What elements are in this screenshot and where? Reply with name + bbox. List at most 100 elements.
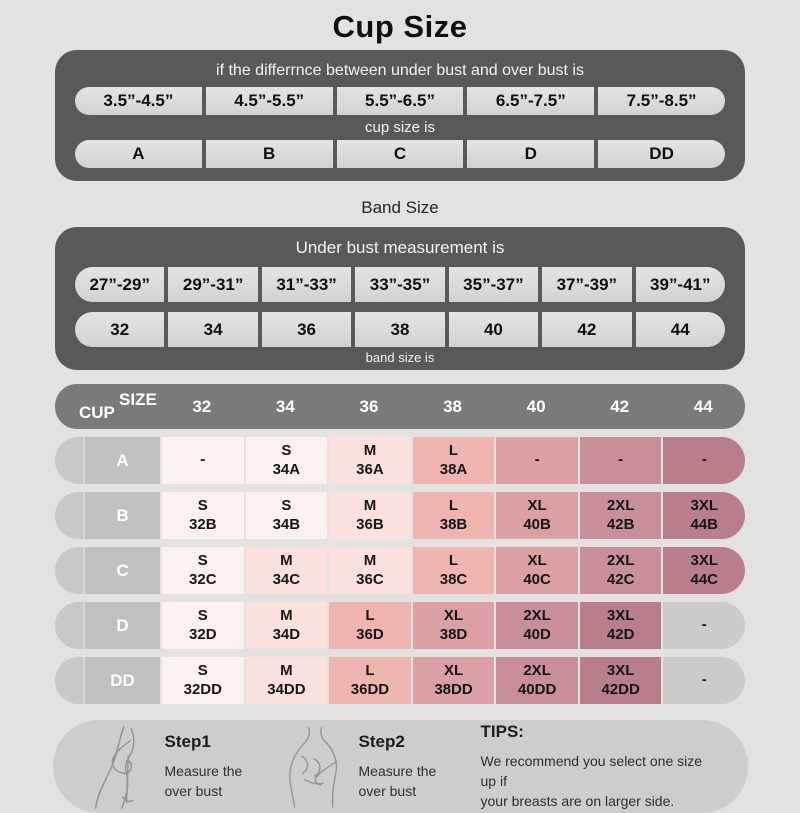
- row-cup-label: A: [83, 437, 160, 484]
- cup-diff-caption: if the differrnce between under bust and…: [216, 62, 584, 79]
- band-number-row: 32 34 36 38 40 42 44: [75, 312, 725, 347]
- step2-block: Step2 Measure the over bust: [359, 732, 463, 802]
- size-cell: 2XL 40DD: [494, 657, 578, 704]
- size-cell: -: [661, 657, 746, 704]
- row-cup-label: D: [83, 602, 160, 649]
- size-cell: 2XL 42B: [577, 492, 662, 539]
- size-cell: S 32B: [160, 492, 244, 539]
- band-caption: Under bust measurement is: [295, 238, 505, 257]
- size-pill: 40: [448, 312, 539, 347]
- size-pill: 44: [635, 312, 725, 347]
- band-range-row: 27”-29” 29”-31” 31”-33” 33”-35” 35”-37” 37”-3…: [75, 267, 725, 302]
- size-pill: A: [75, 140, 202, 168]
- size-cell: XL 40B: [494, 492, 578, 539]
- size-cell: S 34B: [243, 492, 328, 539]
- column-header: 38: [443, 396, 462, 416]
- header-columns: 32 34 36 38 40 42 44: [160, 384, 745, 429]
- cup-diff-row: 3.5”-4.5” 4.5”-5.5” 5.5”-6.5” 6.5”-7.5” 7.5”…: [75, 87, 725, 115]
- header-corner: SIZE CUP: [55, 384, 160, 429]
- size-pill: 4.5”-5.5”: [205, 87, 333, 115]
- size-cell: S 34A: [243, 437, 328, 484]
- size-cell: XL 38D: [410, 602, 495, 649]
- size-pill: 34: [168, 312, 258, 347]
- size-pill: 36: [261, 312, 352, 347]
- step1-text: Measure the over bust: [164, 762, 243, 799]
- size-pill: 39”-41”: [635, 267, 725, 302]
- size-pill: C: [336, 140, 464, 168]
- size-cell: -: [160, 437, 244, 484]
- band-size-panel: Under bust measurement is 27”-29” 29”-31”…: [55, 227, 745, 370]
- row-left-cap: [55, 547, 83, 594]
- size-pill: 6.5”-7.5”: [467, 87, 595, 115]
- step2-text: Measure the over bust: [358, 762, 437, 799]
- size-pill: 32: [75, 312, 165, 347]
- size-cell: -: [661, 602, 746, 649]
- cup-size-panel: if the differrnce between under bust and…: [55, 50, 745, 181]
- size-cell: 2XL 42C: [577, 547, 662, 594]
- size-pill: 27”-29”: [75, 267, 165, 302]
- page-title: Cup Size: [332, 9, 468, 44]
- corner-cup-label: CUP: [79, 403, 115, 422]
- row-cup-label: B: [83, 492, 160, 539]
- size-pill: 31”-33”: [261, 267, 352, 302]
- row-left-cap: [55, 492, 83, 539]
- size-cell: 3XL 44B: [661, 492, 746, 539]
- size-pill: 37”-39”: [542, 267, 632, 302]
- size-cell: L 38C: [410, 547, 495, 594]
- measure-overbust-step2-icon: [275, 723, 355, 811]
- size-cell: L 36DD: [327, 657, 411, 704]
- size-cell: M 36B: [327, 492, 411, 539]
- size-pill: 33”-35”: [355, 267, 445, 302]
- size-cell: 2XL 40D: [494, 602, 578, 649]
- row-cup-label: C: [83, 547, 160, 594]
- table-row-A: A-S 34A M 36A L 38A - - -: [55, 437, 746, 484]
- step1-block: Step1 Measure the over bust: [165, 732, 269, 802]
- size-pill: 5.5”-6.5”: [336, 87, 464, 115]
- size-cell: -: [661, 437, 746, 484]
- size-cell: M 34DD: [243, 657, 328, 704]
- size-cell: -: [577, 437, 662, 484]
- size-pill: 3.5”-4.5”: [75, 87, 202, 115]
- size-cell: L 38B: [410, 492, 495, 539]
- size-cell: M 34D: [243, 602, 328, 649]
- row-cup-label: DD: [83, 657, 160, 704]
- size-cell: XL 38DD: [410, 657, 495, 704]
- size-pill: 35”-37”: [448, 267, 539, 302]
- tips-block: TIPS: We recommend you select one size u…: [463, 722, 748, 812]
- size-cell: S 32C: [160, 547, 244, 594]
- size-cell: S 32DD: [160, 657, 244, 704]
- size-cell: M 34C: [243, 547, 328, 594]
- row-left-cap: [55, 602, 83, 649]
- column-header: 34: [275, 396, 295, 416]
- column-header: 32: [192, 396, 212, 416]
- size-cell: 3XL 42DD: [577, 657, 662, 704]
- size-pill: 38: [355, 312, 445, 347]
- table-row-DD: DD S 32DD M 34DD L 36DD XL 38DD 2XL 40DD 3XL 4…: [55, 657, 746, 704]
- size-cell: M 36C: [327, 547, 411, 594]
- size-table-body: A-S 34A M 36A L 38A - - - B S 32B S 34B M 36B L 38…: [55, 437, 746, 704]
- size-pill: B: [205, 140, 333, 168]
- size-cell: 3XL 44C: [661, 547, 746, 594]
- step1-title: Step1: [164, 731, 211, 751]
- column-header: 40: [526, 396, 546, 416]
- cup-letter-row: A B C D DD: [75, 140, 725, 168]
- column-header: 42: [610, 396, 630, 416]
- band-result-caption: band size is: [365, 350, 435, 365]
- size-cell: L 38A: [410, 437, 495, 484]
- size-pill: 29”-31”: [168, 267, 258, 302]
- cup-result-caption: cup size is: [364, 119, 436, 136]
- size-cell: XL 40C: [494, 547, 578, 594]
- corner-size-label: SIZE: [119, 390, 157, 409]
- measure-overbust-step1-icon: [77, 723, 161, 811]
- size-cell: -: [494, 437, 578, 484]
- measuring-guide-panel: Step1 Measure the over bust Step2 Measur…: [52, 720, 748, 813]
- tips-title: TIPS:: [480, 721, 524, 741]
- size-cell: M 36A: [327, 437, 411, 484]
- tips-text: We recommend you select one size up if y…: [480, 752, 703, 810]
- size-table: SIZE CUP 32 34 36 38 40 42 44 A-S 34A M 36A L 38…: [55, 384, 746, 704]
- size-pill: DD: [598, 140, 725, 168]
